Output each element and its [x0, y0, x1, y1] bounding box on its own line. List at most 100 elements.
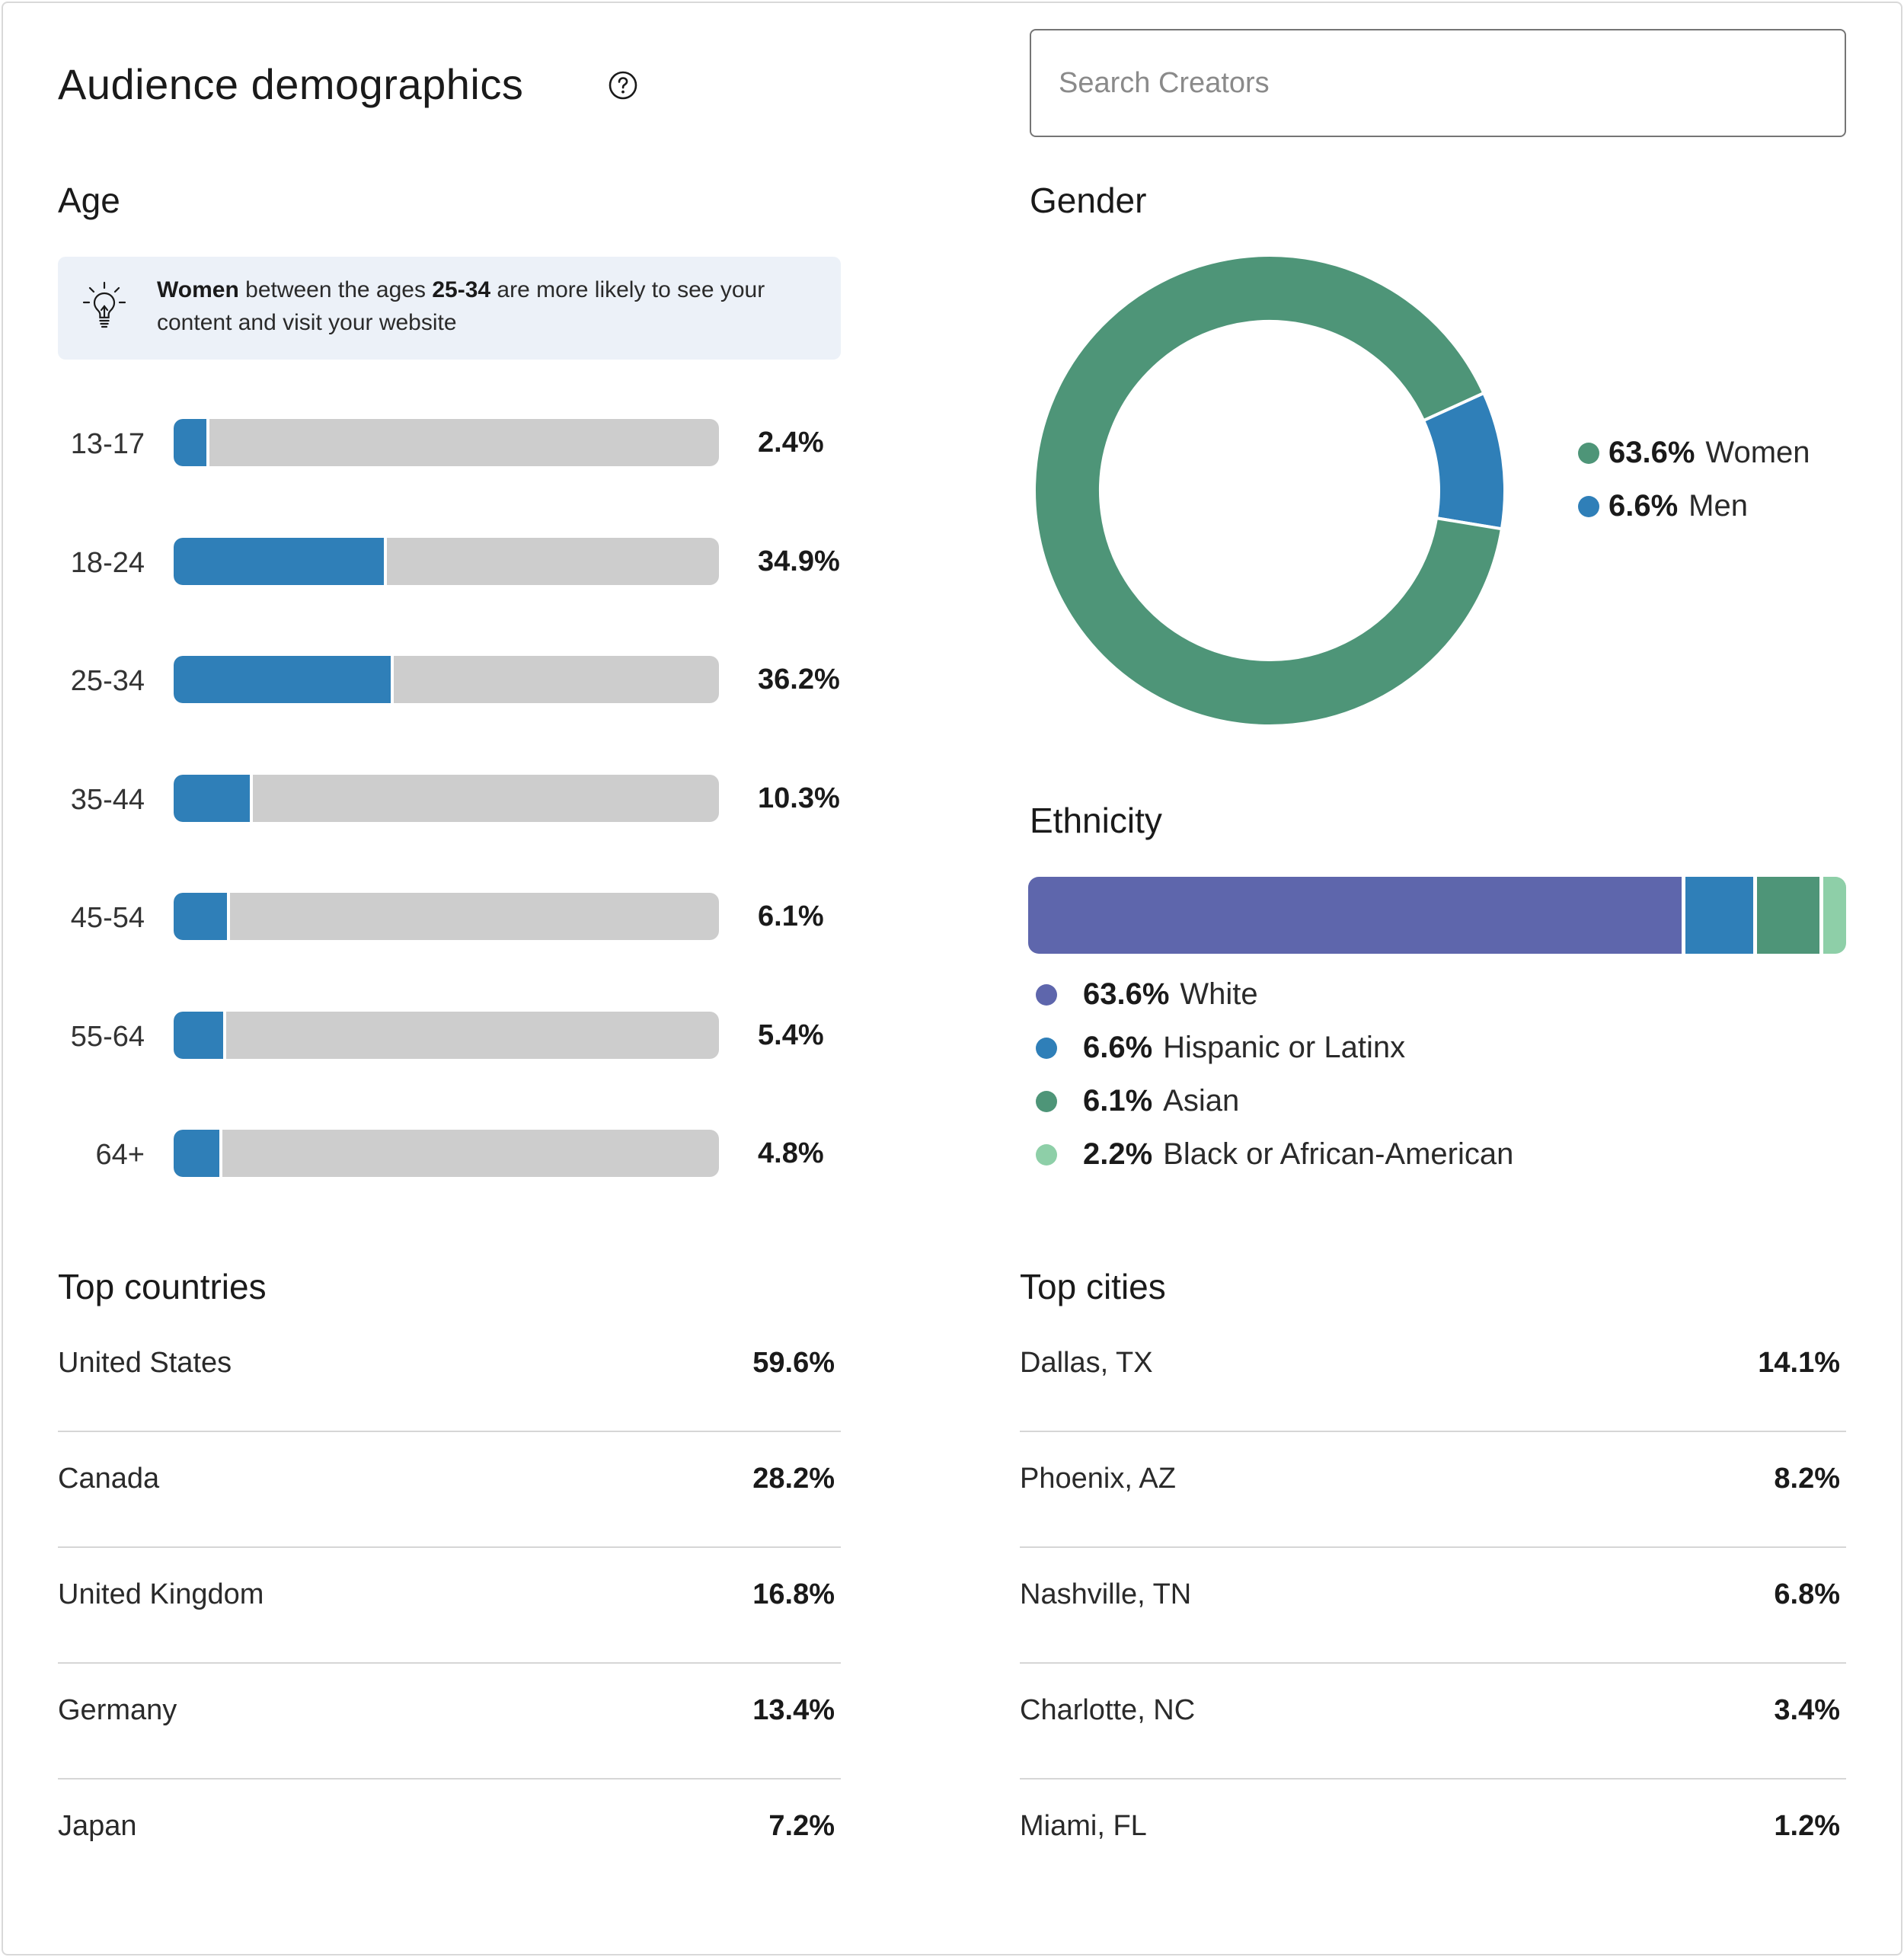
table-row: Charlotte, NC 3.4%	[1020, 1664, 1846, 1780]
age-value: 4.8%	[758, 1137, 824, 1169]
row-name: Phoenix, AZ	[1020, 1463, 1176, 1495]
age-label: 64+	[95, 1139, 145, 1171]
age-label: 45-54	[70, 902, 145, 934]
gender-section-title: Gender	[1030, 181, 1147, 220]
gender-legend-item: 63.6% Women	[1578, 436, 1810, 470]
row-value: 13.4%	[752, 1694, 835, 1726]
age-row: 35-44 10.3%	[0, 774, 853, 822]
age-bar-track	[174, 774, 719, 822]
age-bar-track	[174, 419, 719, 466]
row-name: Japan	[58, 1810, 137, 1842]
age-row: 64+ 4.8%	[0, 1130, 853, 1177]
ethnicity-legend-item: 6.1% Asian	[1036, 1084, 1239, 1118]
legend-label: Black or African-American	[1163, 1137, 1514, 1171]
ethnicity-segment	[1682, 877, 1754, 954]
table-row: Dallas, TX 14.1%	[1020, 1316, 1846, 1432]
age-value: 36.2%	[758, 664, 840, 696]
ethnicity-segment	[1819, 877, 1846, 954]
row-name: Dallas, TX	[1020, 1347, 1153, 1379]
age-label: 25-34	[70, 665, 145, 697]
age-label: 35-44	[70, 783, 145, 816]
legend-value: 6.6%	[1608, 489, 1679, 523]
legend-label: Men	[1688, 489, 1748, 523]
table-row: Japan 7.2%	[58, 1780, 841, 1895]
table-row: Germany 13.4%	[58, 1664, 841, 1780]
legend-dot	[1578, 496, 1599, 517]
row-name: Miami, FL	[1020, 1810, 1147, 1842]
table-row: Miami, FL 1.2%	[1020, 1780, 1846, 1895]
age-value: 10.3%	[758, 782, 840, 814]
legend-label: Asian	[1163, 1084, 1240, 1118]
ethnicity-legend-item: 63.6% White	[1036, 977, 1258, 1012]
age-label: 13-17	[70, 428, 145, 460]
ethnicity-legend-item: 2.2% Black or African-American	[1036, 1137, 1513, 1172]
age-bar-track	[174, 537, 719, 585]
table-row: Nashville, TN 6.8%	[1020, 1548, 1846, 1664]
row-value: 1.2%	[1774, 1810, 1840, 1842]
insight-text-part1: between the ages	[238, 277, 433, 302]
age-bar-track	[174, 1130, 719, 1177]
legend-label: White	[1180, 977, 1258, 1011]
legend-value: 2.2%	[1083, 1137, 1153, 1171]
age-bar-fill	[174, 537, 387, 585]
row-name: Canada	[58, 1463, 160, 1495]
gender-slice-women	[1033, 254, 1504, 727]
top-countries-title: Top countries	[58, 1267, 267, 1306]
row-name: United States	[58, 1347, 232, 1379]
search-creators-box[interactable]	[1030, 29, 1846, 137]
top-cities-table: Dallas, TX 14.1% Phoenix, AZ 8.2% Nashville,…	[1020, 1316, 1846, 1895]
search-input[interactable]	[1031, 30, 1845, 136]
row-value: 3.4%	[1774, 1694, 1840, 1726]
age-label: 18-24	[70, 546, 145, 579]
age-bar-fill	[174, 419, 210, 466]
legend-dot	[1036, 1144, 1057, 1166]
age-bar-fill	[174, 1130, 223, 1177]
age-value: 34.9%	[758, 545, 840, 577]
insight-bold-range: 25-34	[432, 277, 491, 302]
table-row: United States 59.6%	[58, 1316, 841, 1432]
row-name: Germany	[58, 1694, 177, 1726]
gender-legend-item: 6.6% Men	[1578, 489, 1748, 523]
age-label: 55-64	[70, 1020, 145, 1053]
row-name: United Kingdom	[58, 1578, 264, 1610]
row-value: 14.1%	[1758, 1347, 1840, 1379]
row-value: 7.2%	[768, 1810, 835, 1842]
age-bar-fill	[174, 774, 253, 822]
row-name: Nashville, TN	[1020, 1578, 1192, 1610]
age-bar-track	[174, 1011, 719, 1059]
age-bar-fill	[174, 656, 395, 703]
legend-value: 63.6%	[1083, 977, 1170, 1011]
legend-value: 6.1%	[1083, 1084, 1153, 1118]
table-row: Canada 28.2%	[58, 1432, 841, 1548]
legend-label: Hispanic or Latinx	[1163, 1031, 1406, 1064]
legend-dot	[1036, 1091, 1057, 1112]
age-row: 13-17 2.4%	[0, 419, 853, 466]
age-value: 5.4%	[758, 1018, 824, 1051]
ethnicity-segment	[1753, 877, 1820, 954]
ethnicity-section-title: Ethnicity	[1030, 801, 1162, 840]
page-title: Audience demographics	[58, 60, 524, 108]
legend-dot	[1036, 1038, 1057, 1059]
gender-donut-chart	[1033, 254, 1506, 727]
row-value: 28.2%	[752, 1463, 835, 1495]
help-circle-icon[interactable]	[608, 70, 638, 101]
age-bar-track	[174, 656, 719, 703]
age-bar-fill	[174, 1011, 226, 1059]
row-value: 6.8%	[1774, 1578, 1840, 1610]
age-row: 55-64 5.4%	[0, 1011, 853, 1059]
row-value: 59.6%	[752, 1347, 835, 1379]
legend-value: 63.6%	[1608, 436, 1695, 469]
age-bar-fill	[174, 893, 230, 940]
row-value: 16.8%	[752, 1578, 835, 1610]
lightbulb-icon	[82, 281, 126, 328]
legend-dot	[1036, 984, 1057, 1006]
age-value: 6.1%	[758, 900, 824, 932]
ethnicity-stacked-bar	[1028, 877, 1846, 954]
insight-text: Women between the ages 25-34 are more li…	[157, 273, 812, 339]
legend-value: 6.6%	[1083, 1031, 1153, 1064]
ethnicity-segment	[1028, 877, 1682, 954]
legend-label: Women	[1705, 436, 1810, 469]
table-row: United Kingdom 16.8%	[58, 1548, 841, 1664]
legend-dot	[1578, 443, 1599, 464]
top-countries-table: United States 59.6% Canada 28.2% United King…	[58, 1316, 841, 1895]
